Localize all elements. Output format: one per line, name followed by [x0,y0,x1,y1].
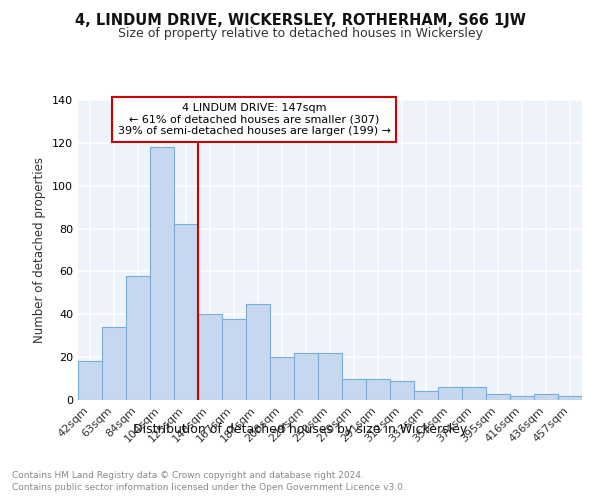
Bar [198,314,222,400]
Bar [462,387,486,400]
Bar [222,318,246,400]
Bar [126,276,150,400]
Bar [78,362,102,400]
Bar [150,147,174,400]
Bar [558,396,582,400]
Bar [270,357,294,400]
Bar [102,327,126,400]
Text: 4 LINDUM DRIVE: 147sqm
← 61% of detached houses are smaller (307)
39% of semi-de: 4 LINDUM DRIVE: 147sqm ← 61% of detached… [118,103,391,136]
Text: Distribution of detached houses by size in Wickersley: Distribution of detached houses by size … [133,422,467,436]
Bar [246,304,270,400]
Text: Size of property relative to detached houses in Wickersley: Size of property relative to detached ho… [118,28,482,40]
Bar [174,224,198,400]
Y-axis label: Number of detached properties: Number of detached properties [34,157,46,343]
Bar [438,387,462,400]
Bar [414,392,438,400]
Text: 4, LINDUM DRIVE, WICKERSLEY, ROTHERHAM, S66 1JW: 4, LINDUM DRIVE, WICKERSLEY, ROTHERHAM, … [74,12,526,28]
Bar [510,396,534,400]
Bar [366,378,390,400]
Bar [390,380,414,400]
Bar [342,378,366,400]
Bar [294,353,318,400]
Bar [534,394,558,400]
Bar [318,353,342,400]
Text: Contains HM Land Registry data © Crown copyright and database right 2024.: Contains HM Land Registry data © Crown c… [12,471,364,480]
Bar [486,394,510,400]
Text: Contains public sector information licensed under the Open Government Licence v3: Contains public sector information licen… [12,484,406,492]
